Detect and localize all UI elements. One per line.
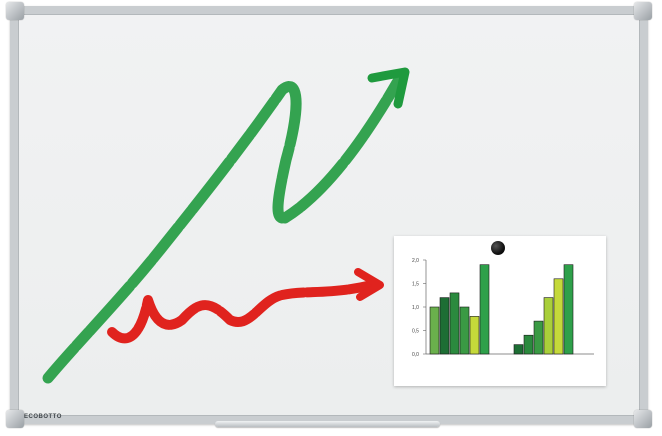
bar	[430, 307, 439, 354]
bar	[564, 265, 573, 354]
bar	[470, 316, 479, 354]
magnet[interactable]	[491, 241, 505, 255]
bar	[524, 335, 533, 354]
bar	[554, 279, 563, 354]
bar	[450, 293, 459, 354]
y-tick-label: 0,0	[412, 352, 419, 358]
bar	[514, 345, 523, 354]
bar	[544, 298, 553, 354]
y-tick-label: 2,0	[412, 258, 419, 264]
y-tick-label: 1,0	[412, 305, 419, 311]
red-arrow-stroke	[112, 285, 372, 338]
green-arrow-stroke	[48, 74, 402, 378]
bar-chart: 2,0 1,5 1,0 0,5 0,0	[394, 236, 606, 386]
bar	[534, 321, 543, 354]
bar	[440, 298, 449, 354]
bar	[480, 265, 489, 354]
y-tick-label: 0,5	[412, 329, 419, 335]
bar	[460, 307, 469, 354]
y-tick-label: 1,5	[412, 282, 419, 288]
